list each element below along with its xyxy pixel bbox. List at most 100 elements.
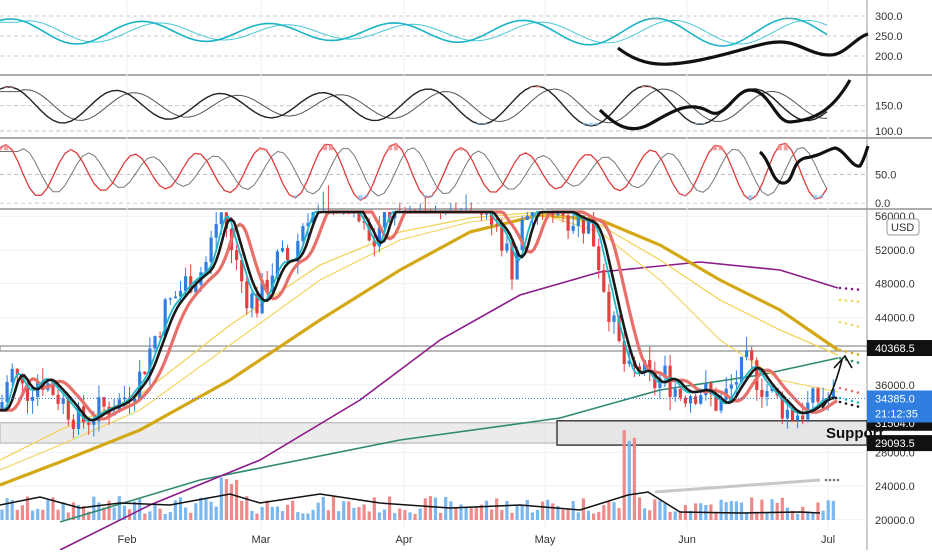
osc3-oversold-fill xyxy=(429,195,433,197)
osc3-overbought-fill xyxy=(323,145,327,151)
volume-bar xyxy=(113,508,116,520)
volume-bar xyxy=(623,430,626,520)
candle-body xyxy=(765,391,768,397)
volume-bar xyxy=(561,510,564,520)
volume-bar xyxy=(388,496,391,520)
volume-bar xyxy=(312,510,315,520)
volume-bar xyxy=(760,500,763,520)
candle-body xyxy=(612,315,615,322)
volume-bar xyxy=(811,513,814,520)
candle-body xyxy=(526,216,529,220)
volume-projection-dot xyxy=(833,479,836,482)
osc1-oversold-fill xyxy=(725,45,729,46)
osc3-overbought-fill xyxy=(69,150,73,151)
volume-bar xyxy=(62,502,65,520)
candle-body xyxy=(816,388,819,401)
osc3-overbought-fill xyxy=(719,146,723,150)
volume-bar xyxy=(771,499,774,520)
candle-body xyxy=(597,246,600,270)
ma-projection-dot xyxy=(851,324,854,327)
volume-bar xyxy=(567,510,570,520)
osc2-overbought-fill xyxy=(530,87,534,88)
volume-bar xyxy=(536,510,539,520)
candle-body xyxy=(495,225,498,226)
volume-bar xyxy=(357,507,360,520)
osc3-overbought-fill xyxy=(258,148,262,150)
ma-projection-dot xyxy=(839,321,842,324)
volume-bar xyxy=(261,507,264,520)
volume-bar xyxy=(643,508,646,520)
volume-bar xyxy=(31,511,34,520)
osc3-overbought-fill xyxy=(0,148,2,150)
volume-bar xyxy=(255,514,258,520)
osc1-overbought-fill xyxy=(654,18,658,19)
volume-bar xyxy=(597,512,600,520)
candle-body xyxy=(220,212,223,224)
candle-body xyxy=(153,336,156,348)
volume-bar xyxy=(36,509,39,520)
volume-bar xyxy=(470,508,473,520)
volume-bar xyxy=(337,511,340,520)
ma-projection-dot xyxy=(839,299,842,302)
osc3-overbought-fill xyxy=(784,143,788,150)
volume-bar xyxy=(306,513,309,520)
candle-body xyxy=(383,212,386,228)
volume-bar xyxy=(159,509,162,520)
ma-projection-dot xyxy=(851,288,854,291)
candle-body xyxy=(286,248,289,260)
volume-bar xyxy=(169,512,172,520)
ma-projection-dot xyxy=(851,360,854,363)
volume-bar xyxy=(449,501,452,520)
volume-bar xyxy=(531,512,534,520)
candle-body xyxy=(602,270,605,292)
ma-projection-dot xyxy=(857,353,860,356)
ma-projection-dot xyxy=(839,349,842,352)
volume-bar xyxy=(725,502,728,520)
level-label-40368: 40368.5 xyxy=(875,343,915,355)
osc3-overbought-fill xyxy=(264,150,268,151)
osc2-oversold-fill xyxy=(595,123,599,125)
osc2-overbought-fill xyxy=(642,86,646,88)
last-price-label: 34385.0 xyxy=(875,393,915,405)
volume-bar xyxy=(332,497,335,520)
volume-bar xyxy=(658,500,661,520)
candle-body xyxy=(184,276,187,291)
volume-bar xyxy=(730,501,733,520)
ma-projection-dot xyxy=(845,287,848,290)
candle-body xyxy=(505,244,508,251)
ma-projection-dot xyxy=(857,300,860,303)
osc3-overbought-fill xyxy=(4,145,8,151)
volume-bar xyxy=(398,508,401,520)
candle-body xyxy=(215,224,218,238)
x-tick-label: May xyxy=(535,534,556,546)
volume-bar xyxy=(546,500,549,520)
volume-bar xyxy=(363,505,366,520)
volume-bar xyxy=(495,498,498,520)
volume-bar xyxy=(572,501,575,520)
candle-body xyxy=(57,395,60,404)
x-tick-label: Jul xyxy=(821,534,835,546)
osc3-oversold-fill xyxy=(683,195,687,196)
volume-bar xyxy=(393,513,396,520)
osc3-overbought-fill xyxy=(778,145,782,150)
volume-bar xyxy=(92,497,95,520)
ma-projection-dot xyxy=(857,325,860,328)
volume-bar xyxy=(618,508,621,520)
volume-bar xyxy=(765,512,768,520)
volume-bar xyxy=(301,513,304,520)
volume-bar xyxy=(215,507,218,520)
osc3-overbought-fill xyxy=(713,145,717,150)
ma-projection-dot xyxy=(851,300,854,303)
ma-projection-dot xyxy=(839,401,842,404)
volume-bar xyxy=(281,511,284,520)
volume-bar xyxy=(408,512,411,520)
osc3-oversold-fill xyxy=(364,195,368,197)
volume-projection-dot xyxy=(837,479,840,482)
osc3-tick-label: 50.0 xyxy=(875,169,896,181)
osc2-oversold-fill xyxy=(701,123,705,124)
osc1-oversold-fill xyxy=(719,45,723,46)
ma-projection-dot xyxy=(857,361,860,364)
